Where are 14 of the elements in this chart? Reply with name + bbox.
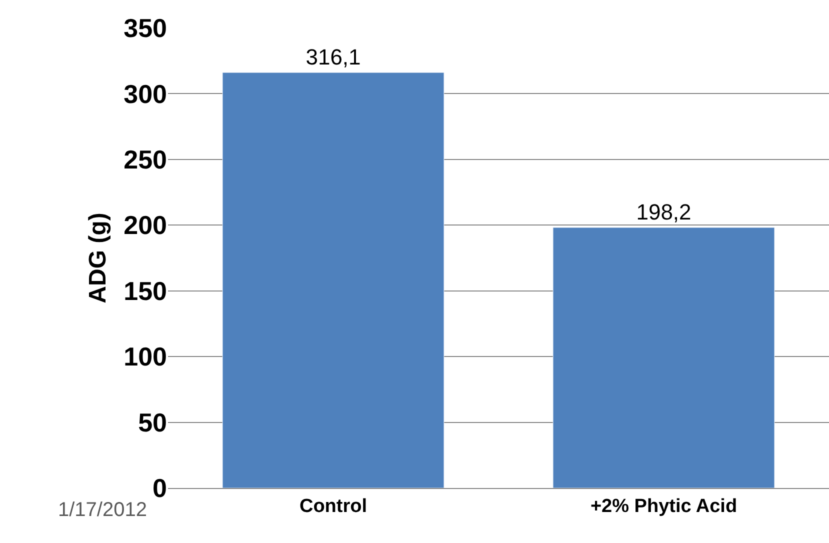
y-tick-label: 0 bbox=[152, 473, 167, 504]
y-tick-label: 300 bbox=[124, 78, 167, 109]
x-tick-label: Control bbox=[299, 496, 368, 517]
y-tick-label: 150 bbox=[124, 276, 167, 306]
data-label: 198,2 bbox=[636, 200, 692, 225]
y-tick-label: 50 bbox=[138, 407, 167, 438]
text: 1/17/2012 bbox=[58, 499, 147, 521]
y-tick-label: 350 bbox=[124, 13, 167, 44]
x-tick-label: +2% Phytic Acid bbox=[590, 496, 738, 517]
y-axis-title: ADG (g) bbox=[84, 212, 112, 304]
y-tick-label: 200 bbox=[124, 210, 167, 240]
y-tick-label: 250 bbox=[124, 144, 167, 175]
data-label: 316,1 bbox=[306, 44, 361, 70]
y-tick-label: 100 bbox=[124, 342, 167, 372]
